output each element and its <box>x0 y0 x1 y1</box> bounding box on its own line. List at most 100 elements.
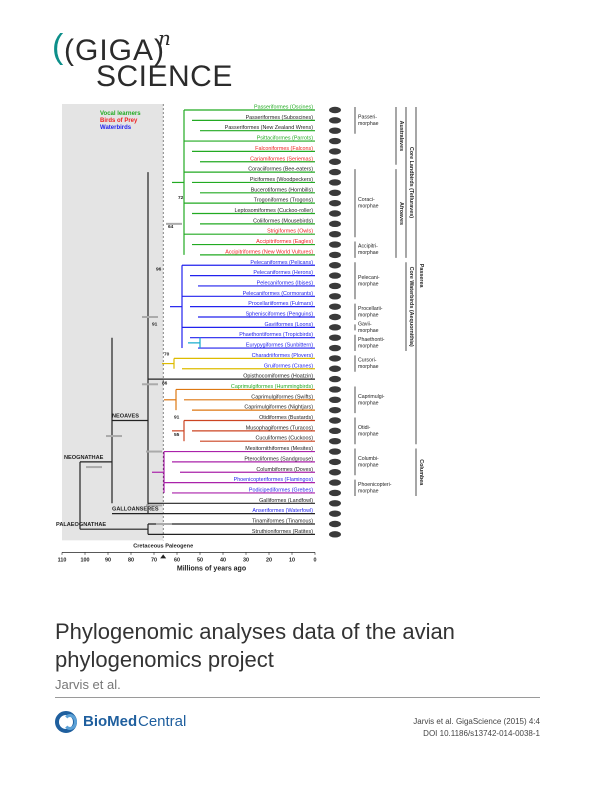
bird-illustration <box>329 293 341 300</box>
x-axis-title: Millions of years ago <box>177 565 246 572</box>
support-value: 86 <box>162 380 168 386</box>
taxon-label: Coliiformes (Mousebirds) <box>253 218 313 224</box>
taxon-label: Passeriformes (Suboscines) <box>246 115 314 121</box>
bird-illustration <box>329 458 341 466</box>
bird-illustration <box>329 500 341 507</box>
taxon-label: Opisthocomiformes (Hoatzin) <box>243 374 313 380</box>
bird-illustration <box>329 489 341 497</box>
clade-label: Procellarii- <box>358 306 383 312</box>
uncertainty-bar <box>106 435 122 438</box>
taxon-label: Pelecaniformes (Ibises) <box>257 280 314 286</box>
clade-label: morphae <box>358 250 379 256</box>
taxon-label: Gaviiformes (Loons) <box>264 322 313 328</box>
bird-illustration <box>329 158 341 165</box>
support-value: 72 <box>178 195 184 201</box>
taxon-label: Anseriformes (Waterfowl) <box>252 508 313 514</box>
paper-authors: Jarvis et al. <box>55 677 121 692</box>
superclade-label: Columbea <box>418 459 424 486</box>
clade-label: morphae <box>358 312 379 318</box>
clade-label: Phoenicopteri- <box>358 482 392 488</box>
taxon-label: Passeriformes (New Zealand Wrens) <box>225 125 313 131</box>
bird-illustration <box>329 127 341 134</box>
taxon-label: Passeriformes (Oscines) <box>254 105 313 111</box>
x-tick-label: 100 <box>81 557 90 563</box>
bird-illustration <box>329 396 341 403</box>
clade-label: morphae <box>358 281 379 287</box>
taxon-label: Accipitriformes (New World Vultures) <box>225 249 313 255</box>
uncertainty-bar <box>142 316 158 318</box>
taxon-label: Gruiformes (Cranes) <box>264 363 313 369</box>
taxon-label: Leptosomiformes (Cuckoo-roller) <box>235 208 314 214</box>
clade-label: morphae <box>358 328 379 334</box>
taxon-label: Caprimulgiformes (Swifts) <box>251 394 313 400</box>
bird-illustration <box>329 469 341 476</box>
node-label: PALAEOGNATHAE <box>56 522 106 528</box>
taxon-label: Cuculiformes (Cuckoos) <box>255 436 313 442</box>
uncertainty-bar <box>156 523 172 525</box>
superclade-label: Core Waterbirds (Aequornithia) <box>408 267 414 347</box>
node-label: NEOAVES <box>112 414 139 420</box>
taxon-label: Caprimulgiformes (Nightjars) <box>244 405 313 411</box>
superclade-label: Australaves <box>398 121 404 152</box>
bird-illustration <box>329 189 341 196</box>
legend-entry: Birds of Prey <box>100 118 138 124</box>
clade-label: morphae <box>358 431 379 437</box>
taxon-label: Musophagiformes (Turacos) <box>246 425 313 431</box>
clade-label: Gavii- <box>358 321 372 327</box>
bird-illustration <box>329 313 341 321</box>
taxon-label: Eurypygiformes (Sunbittern) <box>246 343 313 349</box>
taxon-label: Podicipediformes (Grebes) <box>249 487 313 493</box>
taxon-label: Charadriiformes (Plovers) <box>252 353 314 359</box>
bird-illustration <box>329 168 341 176</box>
support-value: 91 <box>152 321 158 327</box>
clade-label: Pelecani- <box>358 275 380 281</box>
bird-illustration <box>329 334 341 341</box>
taxon-label: Galliformes (Landfowl) <box>259 498 313 504</box>
bird-illustration <box>329 199 341 207</box>
taxon-label: Pelecaniformes (Herons) <box>253 270 313 276</box>
x-tick-label: 60 <box>174 557 180 563</box>
clade-label: morphae <box>358 204 379 210</box>
taxon-label: Otidiformes (Bustards) <box>259 415 313 421</box>
bird-illustration <box>329 272 341 279</box>
taxon-label: Tinamiformes (Tinamous) <box>252 519 313 525</box>
gigascience-logo: ( (GIGA) n SCIENCE <box>52 26 233 93</box>
bird-illustration <box>329 231 341 238</box>
taxon-label: Piciformes (Woodpeckers) <box>250 177 313 183</box>
superclade-label: Core Landbirds (Telluraves) <box>408 147 414 218</box>
bird-illustration <box>329 220 341 228</box>
taxon-label: Strigiformes (Owls) <box>267 229 313 235</box>
bird-illustration <box>329 406 341 414</box>
bird-illustration <box>329 448 341 455</box>
bird-illustration <box>329 106 341 114</box>
bird-illustration <box>329 520 341 528</box>
clade-label: Phaethonti- <box>358 337 385 343</box>
legend-entry: Vocal learners <box>100 111 141 117</box>
bird-illustration <box>329 282 341 290</box>
taxon-label: Bucerotiformes (Hornbills) <box>251 187 314 193</box>
x-tick-label: 50 <box>197 557 203 563</box>
logo-giga-text: (GIGA) <box>64 34 165 67</box>
support-value: 55 <box>174 432 180 438</box>
bird-illustration <box>329 117 341 124</box>
x-tick-label: 80 <box>128 557 134 563</box>
x-tick-label: 110 <box>58 557 67 563</box>
bird-illustration <box>329 531 341 538</box>
bird-illustration <box>329 251 341 259</box>
bird-illustration <box>329 210 341 217</box>
doi-text: DOI 10.1186/s13742-014-0038-1 <box>423 729 540 738</box>
taxon-label: Mesitornithiformes (Mesites) <box>245 446 313 452</box>
taxon-label: Pterocliformes (Sandgrouse) <box>244 456 313 462</box>
taxon-label: Sphenisciformes (Penguins) <box>246 312 314 318</box>
bird-illustration <box>329 479 341 486</box>
citation-block: Jarvis et al. GigaScience (2015) 4:4 DOI… <box>413 716 540 740</box>
clade-label: morphae <box>358 488 379 494</box>
bird-illustration <box>329 365 341 372</box>
logo-science-text: SCIENCE <box>96 60 233 93</box>
clade-label: morphae <box>358 364 379 370</box>
clade-label: Coraci- <box>358 197 375 203</box>
taxon-label: Pelecaniformes (Pelicans) <box>250 260 313 266</box>
bird-illustration <box>329 417 341 424</box>
bird-illustration <box>329 179 341 186</box>
